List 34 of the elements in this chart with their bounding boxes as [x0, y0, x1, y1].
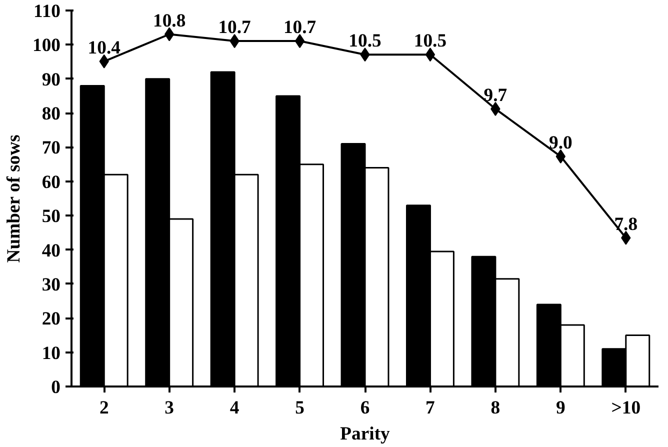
x-tick-label: 2: [99, 398, 109, 418]
x-tick-label: 7: [426, 398, 435, 418]
data-label: 9.7: [484, 84, 508, 106]
y-tick-label: 80: [42, 104, 60, 125]
data-label: 7.8: [614, 214, 638, 235]
y-tick-label: 0: [51, 377, 60, 398]
y-tick-label: 110: [34, 1, 61, 22]
data-label: 10.7: [218, 17, 251, 38]
point: [425, 48, 436, 62]
x-tick-label: 9: [556, 398, 566, 418]
y-tick-label: 40: [42, 240, 60, 262]
x-tick-label: 3: [164, 398, 174, 418]
y-tick-label: 90: [42, 69, 60, 90]
x-tick-label: 5: [295, 398, 304, 418]
data-label: 9.0: [549, 132, 572, 154]
point: [294, 34, 305, 48]
data-label: 10.4: [88, 37, 120, 58]
y-tick-label: 10: [42, 342, 60, 364]
y-tick-label: 100: [32, 35, 60, 56]
y-tick-label: 70: [42, 138, 60, 159]
x-tick-label: >10: [611, 398, 641, 418]
y-tick-label: 60: [42, 172, 60, 193]
data-label: 10.5: [348, 30, 382, 52]
y-tick-label: 20: [42, 308, 60, 330]
x-tick-label: 6: [360, 398, 370, 418]
data-label: 10.8: [153, 10, 186, 32]
data-label: 10.7: [283, 17, 316, 38]
y-tick-label: 30: [42, 274, 60, 296]
x-axis-title: Parity: [340, 424, 391, 444]
data-label: 10.5: [414, 30, 447, 52]
y-axis-title: Number of sows: [4, 134, 25, 263]
x-tick-label: 8: [490, 398, 500, 418]
y-tick-label: 50: [42, 206, 60, 228]
x-tick-label: 4: [230, 398, 240, 418]
